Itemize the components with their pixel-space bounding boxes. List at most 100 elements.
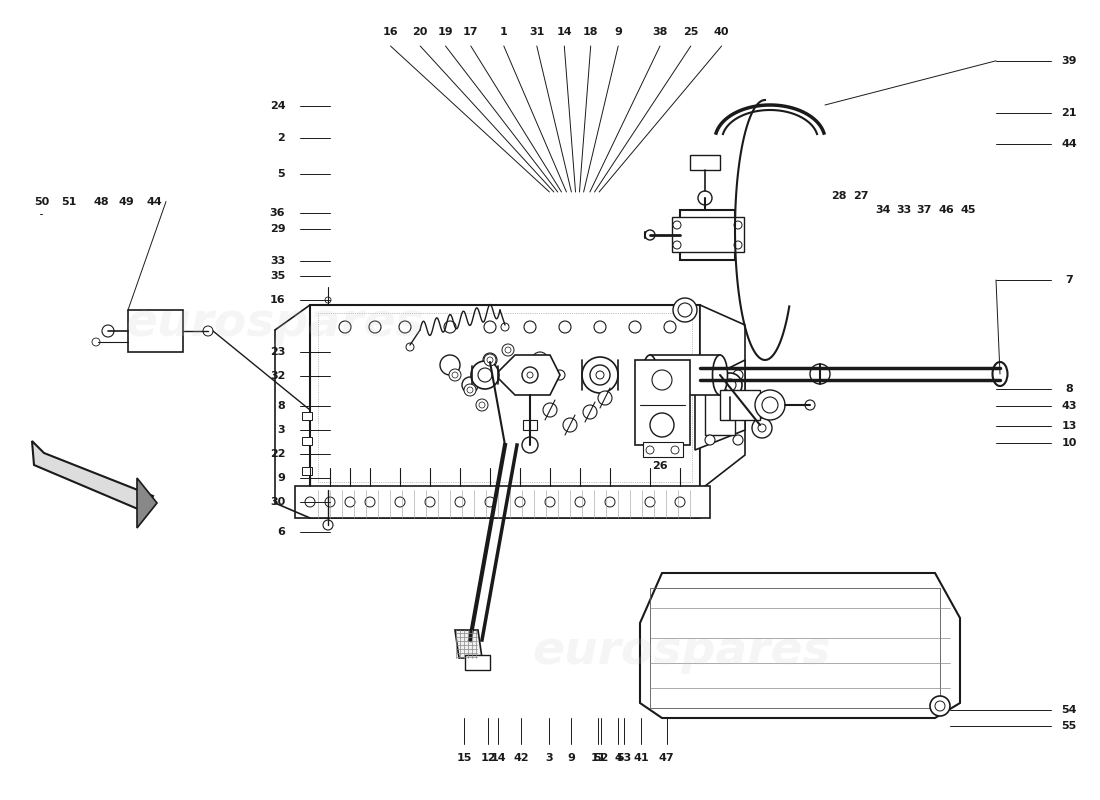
Circle shape (502, 344, 514, 356)
Circle shape (452, 372, 458, 378)
Text: 49: 49 (119, 197, 134, 206)
Circle shape (575, 497, 585, 507)
Text: eurospares: eurospares (532, 630, 832, 674)
Circle shape (532, 352, 548, 368)
Circle shape (718, 373, 743, 397)
Bar (302, 412, 312, 420)
Circle shape (673, 221, 681, 229)
Ellipse shape (642, 355, 658, 395)
Circle shape (645, 497, 654, 507)
Ellipse shape (992, 362, 1008, 386)
Text: 43: 43 (1062, 402, 1077, 411)
Bar (522, 420, 537, 430)
Circle shape (487, 357, 493, 363)
Circle shape (449, 369, 461, 381)
Polygon shape (495, 355, 560, 395)
Bar (128, 310, 183, 352)
Text: 2: 2 (277, 133, 285, 142)
Bar (705, 380, 735, 435)
Circle shape (755, 390, 785, 420)
Circle shape (345, 497, 355, 507)
Text: 10: 10 (1062, 438, 1077, 448)
Circle shape (527, 372, 534, 378)
Text: 15: 15 (456, 753, 472, 762)
Circle shape (734, 221, 742, 229)
Circle shape (543, 403, 557, 417)
Circle shape (594, 321, 606, 333)
Text: 41: 41 (634, 753, 649, 762)
Circle shape (524, 321, 536, 333)
Circle shape (102, 325, 114, 337)
Circle shape (629, 321, 641, 333)
Circle shape (323, 520, 333, 530)
Text: 20: 20 (412, 27, 428, 37)
Circle shape (515, 497, 525, 507)
Text: 32: 32 (270, 371, 285, 381)
Bar (302, 467, 312, 475)
Circle shape (563, 418, 578, 432)
Bar (310, 305, 700, 490)
Circle shape (645, 230, 654, 240)
Text: 9: 9 (614, 27, 623, 37)
Text: 25: 25 (683, 27, 698, 37)
Text: 18: 18 (583, 27, 598, 37)
Circle shape (559, 321, 571, 333)
Bar (720, 390, 760, 420)
Circle shape (590, 365, 610, 385)
Circle shape (324, 497, 336, 507)
Text: 54: 54 (1062, 706, 1077, 715)
Text: 47: 47 (659, 753, 674, 762)
Text: 33: 33 (896, 206, 912, 215)
Text: 21: 21 (1062, 108, 1077, 118)
Text: 42: 42 (514, 753, 529, 762)
Circle shape (92, 338, 100, 346)
Text: 40: 40 (714, 27, 729, 37)
Circle shape (733, 370, 742, 380)
Text: 30: 30 (271, 498, 285, 507)
Circle shape (339, 321, 351, 333)
Text: 7: 7 (1065, 275, 1074, 285)
Circle shape (733, 435, 742, 445)
Text: 37: 37 (916, 206, 932, 215)
Circle shape (930, 696, 950, 716)
Circle shape (444, 321, 456, 333)
Bar (635, 360, 690, 445)
Text: 11: 11 (591, 753, 606, 762)
Polygon shape (138, 478, 157, 528)
Circle shape (705, 370, 715, 380)
Circle shape (810, 364, 830, 384)
Circle shape (673, 241, 681, 249)
Circle shape (724, 379, 736, 391)
Circle shape (652, 370, 672, 390)
Text: 23: 23 (270, 347, 285, 357)
Circle shape (664, 321, 676, 333)
Polygon shape (32, 441, 153, 512)
Text: 36: 36 (270, 208, 285, 218)
Circle shape (752, 418, 772, 438)
Text: 50: 50 (34, 197, 50, 206)
Circle shape (556, 370, 565, 380)
Text: 52: 52 (593, 753, 608, 762)
Text: 9: 9 (566, 753, 575, 762)
Circle shape (505, 347, 512, 353)
Circle shape (440, 355, 460, 375)
Text: 39: 39 (1062, 56, 1077, 66)
Text: 33: 33 (271, 256, 285, 266)
Circle shape (324, 297, 331, 303)
Text: 27: 27 (854, 191, 869, 201)
Text: 28: 28 (832, 191, 847, 201)
Circle shape (650, 413, 674, 437)
Circle shape (671, 446, 679, 454)
Circle shape (471, 361, 499, 389)
Text: 44: 44 (1062, 139, 1077, 149)
Circle shape (805, 400, 815, 410)
Circle shape (596, 371, 604, 379)
Text: 46: 46 (938, 206, 954, 215)
Text: 53: 53 (616, 753, 631, 762)
Circle shape (675, 497, 685, 507)
Circle shape (762, 397, 778, 413)
Circle shape (705, 435, 715, 445)
Circle shape (368, 321, 381, 333)
Circle shape (476, 399, 488, 411)
Text: 8: 8 (277, 401, 285, 410)
